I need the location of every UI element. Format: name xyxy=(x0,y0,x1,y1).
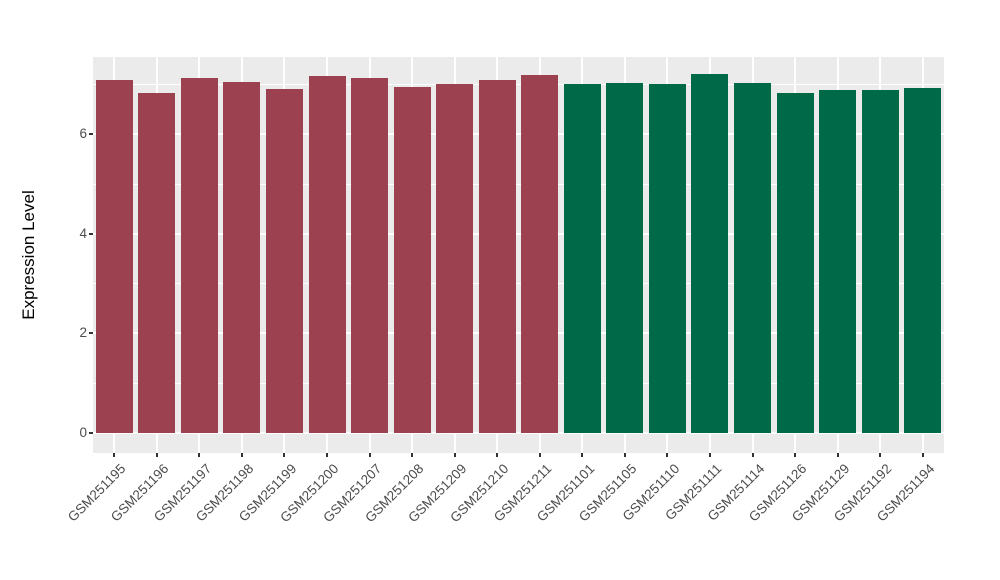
bar-GSM251129 xyxy=(819,89,857,433)
y-tick-mark xyxy=(89,133,93,136)
minor-gridline xyxy=(93,183,944,185)
bar-GSM251111 xyxy=(691,74,729,433)
major-gridline xyxy=(93,232,944,235)
x-tick-mark xyxy=(794,453,797,457)
major-gridline xyxy=(93,432,944,434)
x-tick-mark xyxy=(666,453,669,457)
bar-GSM251101 xyxy=(563,84,601,433)
x-tick-mark xyxy=(623,453,626,457)
bar-GSM251114 xyxy=(734,83,772,433)
x-tick-mark xyxy=(198,453,201,457)
x-tick-mark xyxy=(453,453,456,457)
x-tick-mark xyxy=(155,453,158,457)
x-tick-mark xyxy=(921,453,924,457)
x-tick-mark xyxy=(411,453,414,457)
minor-gridline xyxy=(93,382,944,384)
y-tick-label: 0 xyxy=(79,425,87,440)
y-axis-title: Expression Level xyxy=(19,190,38,320)
major-gridline xyxy=(93,332,944,335)
x-tick-mark xyxy=(836,453,839,457)
y-tick-mark xyxy=(89,332,93,335)
bar-GSM251199 xyxy=(265,89,303,433)
bar-GSM251200 xyxy=(308,76,346,433)
bar-GSM251198 xyxy=(223,81,261,433)
major-gridline xyxy=(93,133,944,136)
bar-GSM251105 xyxy=(606,83,644,433)
x-tick-mark xyxy=(708,453,711,457)
bar-GSM251208 xyxy=(393,86,431,433)
bar-GSM251194 xyxy=(904,87,942,433)
bar-GSM251211 xyxy=(521,75,559,433)
y-tick-label: 6 xyxy=(79,126,87,142)
x-tick-mark xyxy=(368,453,371,457)
x-tick-mark xyxy=(879,453,882,457)
x-tick-mark xyxy=(751,453,754,457)
x-tick-mark xyxy=(113,453,116,457)
bar-GSM251126 xyxy=(776,93,814,433)
bar-GSM251192 xyxy=(861,89,899,433)
minor-gridline xyxy=(93,283,944,285)
bar-GSM251197 xyxy=(180,78,218,433)
x-tick-mark xyxy=(496,453,499,457)
bar-GSM251196 xyxy=(138,93,176,433)
bar-GSM251209 xyxy=(436,84,474,433)
bar-GSM251207 xyxy=(351,78,389,433)
y-tick-label: 4 xyxy=(79,225,87,241)
y-tick-mark xyxy=(89,232,93,235)
bar-GSM251210 xyxy=(478,79,516,433)
x-tick-mark xyxy=(240,453,243,457)
bar-GSM251195 xyxy=(95,80,133,433)
bar-GSM251110 xyxy=(648,83,686,433)
y-tick-label: 2 xyxy=(79,325,87,341)
x-tick-mark xyxy=(581,453,584,457)
x-tick-mark xyxy=(538,453,541,457)
x-tick-mark xyxy=(326,453,329,457)
y-tick-mark xyxy=(89,432,93,434)
x-tick-mark xyxy=(283,453,286,457)
plot-panel xyxy=(93,57,944,453)
minor-gridline xyxy=(93,83,944,85)
